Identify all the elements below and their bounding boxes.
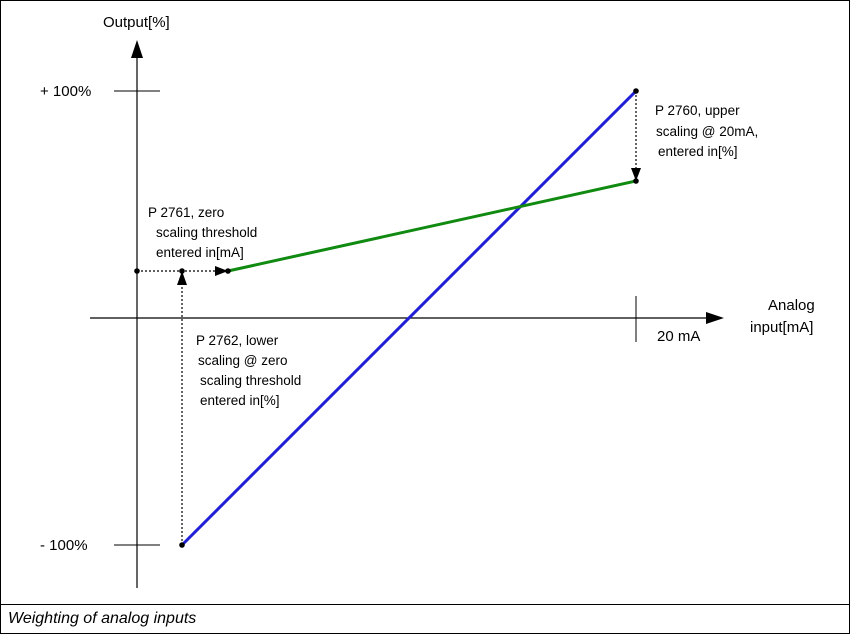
point-upper-blue [633, 88, 639, 94]
point-zero-axis [134, 268, 140, 274]
point-upper-green [633, 178, 639, 184]
annotation-p2762-line1: P 2762, lower [196, 333, 279, 348]
annotation-p2762-line2: scaling @ zero [198, 353, 288, 368]
annotation-p2760-line3: entered in[%] [658, 144, 738, 159]
annotation-p2761-line1: P 2761, zero [148, 205, 224, 220]
annotation-p2760-line2: scaling @ 20mA, [656, 124, 758, 139]
y-axis-label: Output[%] [103, 14, 170, 31]
annotation-p2760-line1: P 2760, upper [655, 103, 740, 118]
analog-input-weighting-diagram: Output[%] Analog input[mA] + 100% - 100%… [40, 14, 815, 588]
annotation-p2761: P 2761, zero scaling threshold entered i… [148, 205, 257, 260]
p2760-arrowhead [631, 168, 641, 181]
annotation-p2762-line3: scaling threshold [200, 373, 301, 388]
figure-caption: Weighting of analog inputs [8, 610, 197, 627]
p2762-arrowhead [177, 271, 187, 285]
x-axis-label-line1: Analog [768, 297, 815, 314]
point-green-start [225, 268, 231, 274]
annotation-p2762: P 2762, lower scaling @ zero scaling thr… [196, 333, 301, 408]
caption-divider [0, 604, 850, 605]
annotation-p2760: P 2760, upper scaling @ 20mA, entered in… [655, 103, 758, 159]
green-characteristic-line [227, 179, 637, 273]
x-axis-arrowhead [706, 312, 724, 324]
y-axis-arrowhead [131, 40, 143, 58]
annotation-p2762-line4: entered in[%] [200, 393, 280, 408]
x-axis-label-line2: input[mA] [750, 319, 813, 336]
annotation-p2761-line3: entered in[mA] [156, 245, 244, 260]
annotation-p2761-line2: scaling threshold [156, 225, 257, 240]
p2761-arrowhead [215, 266, 228, 276]
blue-characteristic-line [180, 89, 638, 547]
tick-label-minus-100: - 100% [40, 537, 88, 554]
tick-label-plus-100: + 100% [40, 83, 91, 100]
point-lower-blue [179, 542, 185, 548]
point-threshold [179, 268, 185, 274]
tick-label-20ma: 20 mA [657, 328, 700, 345]
